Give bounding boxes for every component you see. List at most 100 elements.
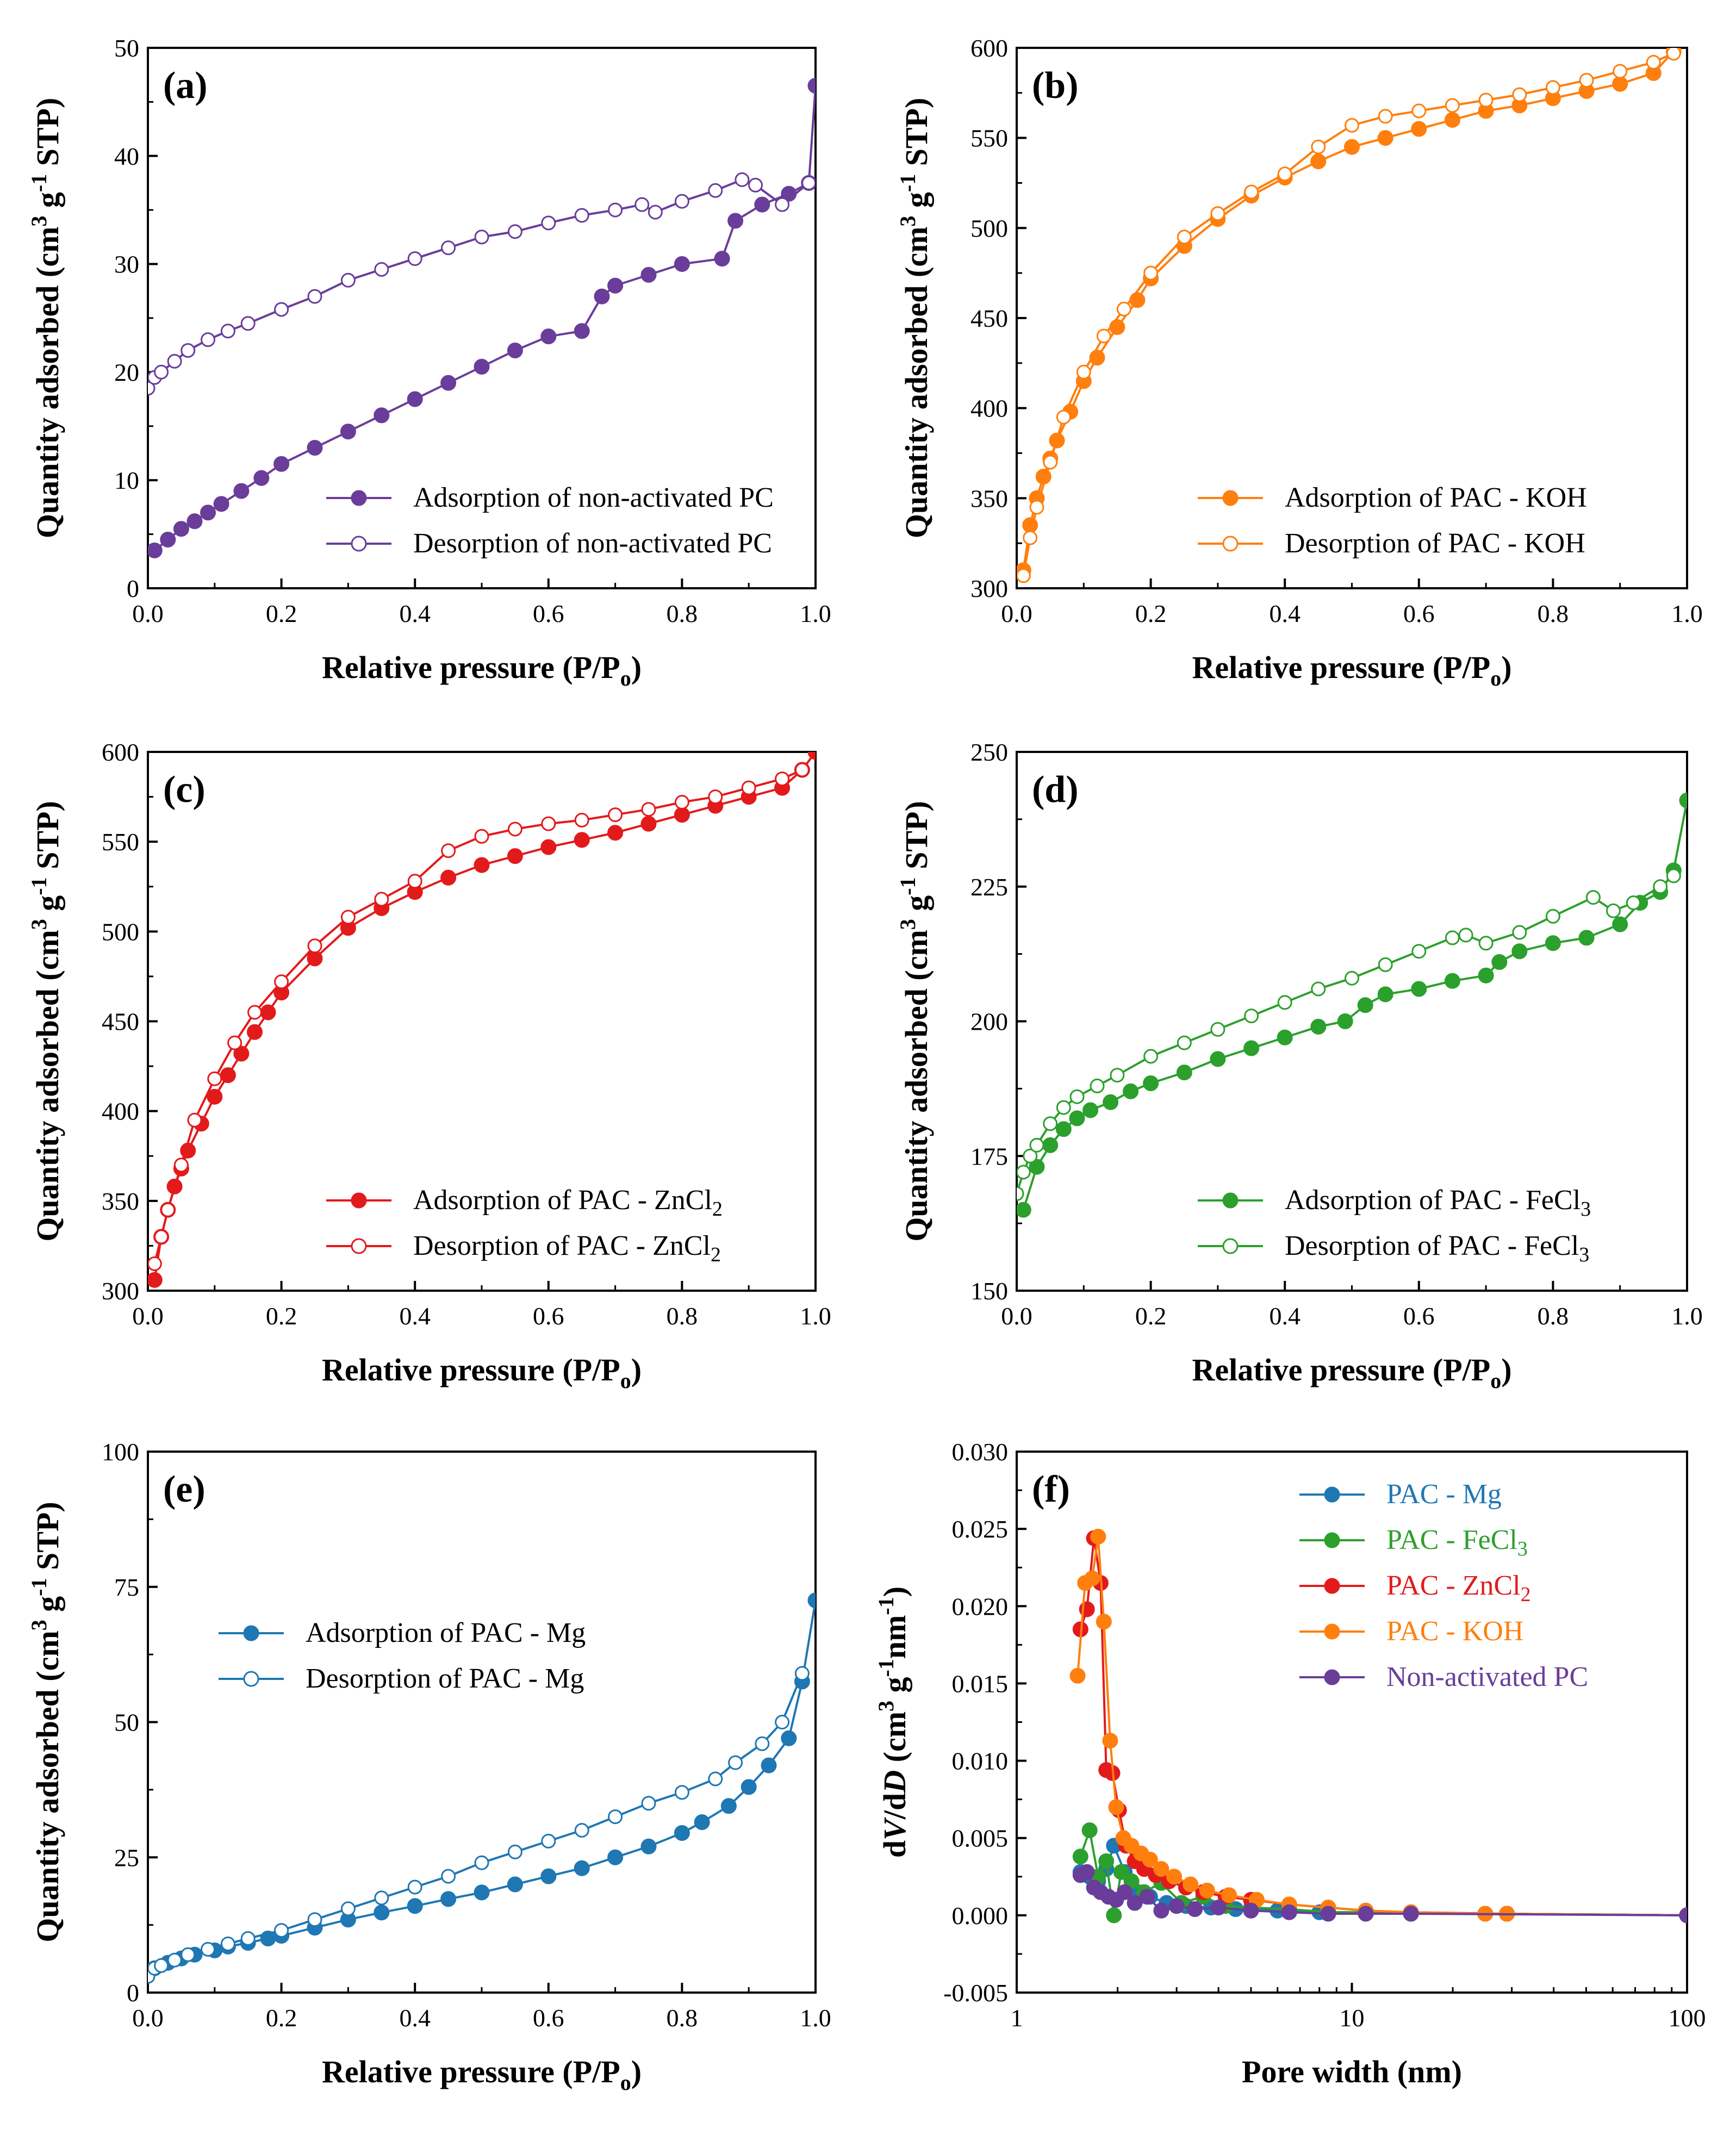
data-point [1221, 1887, 1237, 1903]
data-point [641, 1796, 656, 1811]
data-point [574, 208, 589, 223]
data-point [1199, 1882, 1215, 1899]
data-point [1029, 1159, 1045, 1175]
legend-label: Adsorption of non-activated PC [413, 482, 774, 513]
series-line [1079, 1538, 1687, 1916]
data-point [574, 1823, 589, 1838]
data-point [154, 1958, 169, 1973]
data-point [1117, 1884, 1133, 1900]
data-point [1142, 1852, 1158, 1868]
data-point [407, 1879, 422, 1895]
legend-marker [351, 536, 367, 552]
data-point [1082, 1102, 1099, 1118]
legend-item: Desorption of PAC - KOH [1198, 528, 1585, 559]
data-point [1545, 80, 1560, 95]
data-point [1612, 916, 1628, 932]
data-point [340, 910, 356, 925]
data-point [674, 1825, 690, 1841]
data-point [1310, 1018, 1327, 1035]
data-point [1139, 1889, 1155, 1905]
y-tick-label: 450 [102, 1008, 139, 1036]
y-tick-label: 300 [970, 575, 1008, 602]
data-point [1023, 1148, 1038, 1163]
data-area [148, 78, 816, 558]
data-point [260, 1004, 276, 1020]
x-tick-label: 1.0 [1671, 1302, 1703, 1330]
data-point [1098, 1853, 1115, 1869]
data-point [1358, 1906, 1374, 1922]
legend-marker [1324, 1578, 1340, 1594]
legend-item: PAC - ZnCl2 [1299, 1570, 1531, 1606]
data-point [1210, 1900, 1227, 1916]
x-tick-label: 0.0 [1001, 1302, 1032, 1330]
x-tick-label: 1 [1011, 2004, 1023, 2032]
legend-marker [1324, 1669, 1340, 1685]
series-adsorption-of-pac-mg [148, 1592, 816, 1976]
y-tick-label: 600 [970, 34, 1008, 62]
data-point [1081, 1822, 1098, 1838]
legend-label: Adsorption of PAC - ZnCl2 [413, 1185, 723, 1221]
data-point [1679, 792, 1687, 808]
data-point [1210, 1022, 1225, 1037]
data-point [674, 795, 689, 810]
data-point [801, 176, 816, 190]
data-point [761, 1757, 777, 1773]
legend-label: Desorption of non-activated PC [413, 528, 772, 559]
data-point [1166, 1869, 1183, 1885]
y-tick-label: 500 [970, 214, 1008, 242]
data-point [1096, 328, 1111, 344]
data-point [1177, 1035, 1192, 1050]
data-point [775, 1715, 790, 1729]
data-point [1411, 121, 1427, 137]
panel-d: 0.0 0.2 0.4 0.6 0.8 1.0 150 175 200 225 250 Relativ… [895, 738, 1703, 1393]
data-point [1017, 1202, 1031, 1218]
data-point [1090, 1528, 1106, 1545]
data-point [1056, 409, 1071, 425]
data-point [648, 204, 663, 220]
data-area [1017, 48, 1682, 583]
data-point [1545, 908, 1560, 924]
y-tick-label: 30 [114, 251, 139, 278]
data-point [340, 424, 356, 440]
legend-item: PAC - KOH [1299, 1616, 1523, 1647]
data-point [1244, 184, 1259, 200]
x-axis-title: Pore width (nm) [1242, 2054, 1462, 2089]
data-point [1055, 1121, 1072, 1137]
data-point [247, 1005, 262, 1020]
x-tick-label: 0.8 [1538, 600, 1569, 627]
panel-c: 0.0 0.2 0.4 0.6 0.8 1.0 300 350 400 450 500 550 600 R… [27, 738, 831, 1393]
y-tick-label: 40 [114, 142, 139, 170]
data-point [720, 1798, 737, 1814]
data-point [574, 1860, 590, 1876]
data-point [507, 848, 523, 864]
data-point [253, 470, 270, 486]
panel-label: (a) [163, 65, 208, 107]
data-point [674, 256, 690, 272]
x-tick-label: 0.6 [533, 1302, 564, 1330]
data-point [694, 1814, 710, 1831]
y-tick-label: 50 [114, 34, 139, 62]
data-point [1511, 943, 1528, 960]
data-point [1444, 112, 1460, 128]
legend-marker [1222, 490, 1239, 506]
x-tick-label: 1.0 [800, 600, 831, 627]
legend-label: Desorption of PAC - Mg [306, 1663, 584, 1694]
data-point [181, 1947, 196, 1962]
legend-item: PAC - FeCl3 [1299, 1524, 1528, 1560]
data-point [794, 762, 810, 777]
data-point [507, 343, 523, 359]
data-point [1411, 103, 1427, 119]
x-axis-title: Relative pressure (P/Po) [1192, 650, 1511, 690]
data-point [1277, 1029, 1293, 1045]
data-point [441, 1869, 456, 1884]
data-point [714, 251, 730, 267]
data-point [1029, 500, 1044, 515]
y-tick-label: 0.005 [952, 1825, 1009, 1852]
y-tick-label: 0.000 [952, 1902, 1009, 1930]
data-point [181, 343, 196, 358]
data-point [1129, 292, 1146, 308]
data-area [1017, 792, 1687, 1218]
data-point [727, 213, 744, 229]
data-point [307, 1912, 322, 1927]
legend-item: Desorption of non-activated PC [326, 528, 772, 559]
